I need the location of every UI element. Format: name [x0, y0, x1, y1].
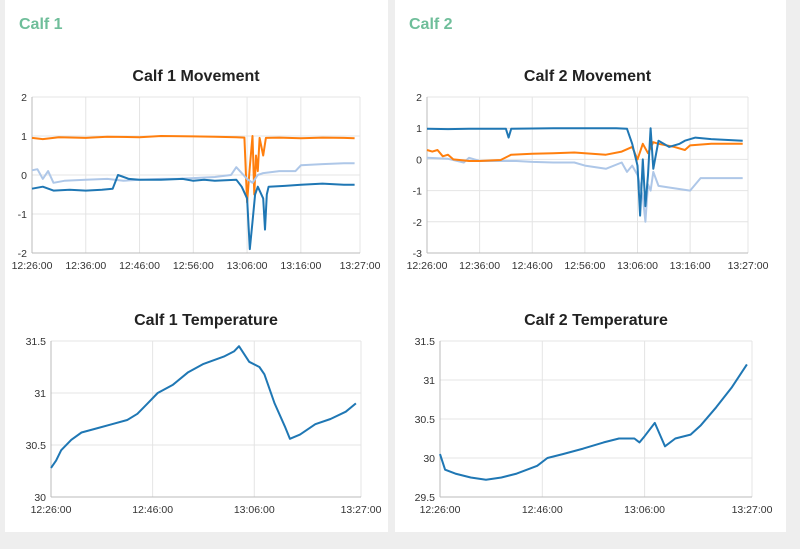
x-tick-label: 13:06:00 [234, 504, 275, 516]
x-tick-label: 13:27:00 [732, 504, 773, 516]
series-line [31, 174, 355, 251]
series-line [439, 363, 748, 481]
x-tick-label: 13:27:00 [341, 504, 382, 516]
calf-2-temperature-chart: Calf 2 Temperature 29.5 30 30.5 31 31.5 12:26:… [395, 300, 786, 532]
y-tick-label: -2 [18, 248, 27, 260]
y-tick-label: 1 [416, 123, 422, 135]
x-tick-label: 12:36:00 [65, 260, 106, 272]
y-tick-label: -2 [413, 217, 422, 229]
x-tick-label: 12:46:00 [512, 260, 553, 272]
x-tick-label: 13:06:00 [617, 260, 658, 272]
chart-svg: Calf 1 Temperature 30 30.5 31 31.5 12:26:00 12… [26, 312, 382, 516]
calf-1-panel: Calf 1 Calf 1 Movement -2 -1 0 1 2 12:26:00 12:… [5, 0, 388, 532]
chart-svg: Calf 2 Temperature 29.5 30 30.5 31 31.5 12:26:… [415, 312, 773, 516]
x-tick-label: 13:06:00 [624, 504, 665, 516]
y-tick-label: 31 [423, 375, 435, 387]
y-tick-label: -1 [413, 186, 422, 198]
y-tick-label: 30 [34, 492, 46, 504]
y-tick-label: 30.5 [415, 414, 436, 426]
x-tick-label: 13:27:00 [340, 260, 381, 272]
x-tick-label: 12:26:00 [407, 260, 448, 272]
x-tick-label: 12:26:00 [420, 504, 461, 516]
series-line [50, 345, 357, 469]
x-tick-label: 12:46:00 [119, 260, 160, 272]
y-tick-label: 30 [423, 453, 435, 465]
y-tick-label: 31 [34, 388, 46, 400]
y-tick-label: 29.5 [415, 492, 436, 504]
y-tick-label: 0 [416, 154, 422, 166]
x-tick-label: 13:06:00 [227, 260, 268, 272]
x-tick-label: 12:46:00 [522, 504, 563, 516]
y-tick-label: 31.5 [26, 336, 47, 348]
x-tick-label: 12:46:00 [132, 504, 173, 516]
x-tick-label: 13:16:00 [670, 260, 711, 272]
chart-svg: Calf 2 Movement -3 -2 -1 0 1 2 12:26:00 12:36:00… [407, 68, 769, 272]
y-tick-label: 2 [416, 92, 422, 104]
y-tick-label: 1 [21, 131, 27, 143]
chart-svg: Calf 1 Movement -2 -1 0 1 2 12:26:00 12:36:00 12… [12, 68, 381, 272]
calf-2-movement-chart: Calf 2 Movement -3 -2 -1 0 1 2 12:26:00 12:36:00… [395, 55, 786, 285]
x-tick-label: 12:56:00 [173, 260, 214, 272]
x-tick-label: 12:26:00 [31, 504, 72, 516]
series-line [426, 127, 743, 217]
series-line [31, 135, 355, 204]
chart-title: Calf 1 Temperature [134, 312, 278, 329]
y-tick-label: -3 [413, 248, 422, 260]
y-tick-label: 30.5 [26, 440, 47, 452]
x-tick-label: 12:26:00 [12, 260, 53, 272]
x-tick-label: 12:56:00 [564, 260, 605, 272]
x-tick-label: 12:36:00 [459, 260, 500, 272]
series-line [31, 162, 355, 184]
y-tick-label: 0 [21, 170, 27, 182]
panel-title: Calf 1 [19, 16, 63, 33]
calf-1-movement-chart: Calf 1 Movement -2 -1 0 1 2 12:26:00 12:36:00 12… [5, 55, 388, 285]
chart-title: Calf 2 Movement [524, 68, 652, 85]
y-tick-label: 31.5 [415, 336, 436, 348]
calf-1-temperature-chart: Calf 1 Temperature 30 30.5 31 31.5 12:26:00 12… [5, 300, 388, 532]
panel-title: Calf 2 [409, 16, 453, 33]
x-tick-label: 13:27:00 [728, 260, 769, 272]
chart-title: Calf 2 Temperature [524, 312, 668, 329]
y-tick-label: 2 [21, 92, 27, 104]
x-tick-label: 13:16:00 [280, 260, 321, 272]
calf-2-panel: Calf 2 Calf 2 Movement -3 -2 -1 0 1 2 12:26:00 1… [395, 0, 786, 532]
chart-title: Calf 1 Movement [132, 68, 260, 85]
y-tick-label: -1 [18, 209, 27, 221]
